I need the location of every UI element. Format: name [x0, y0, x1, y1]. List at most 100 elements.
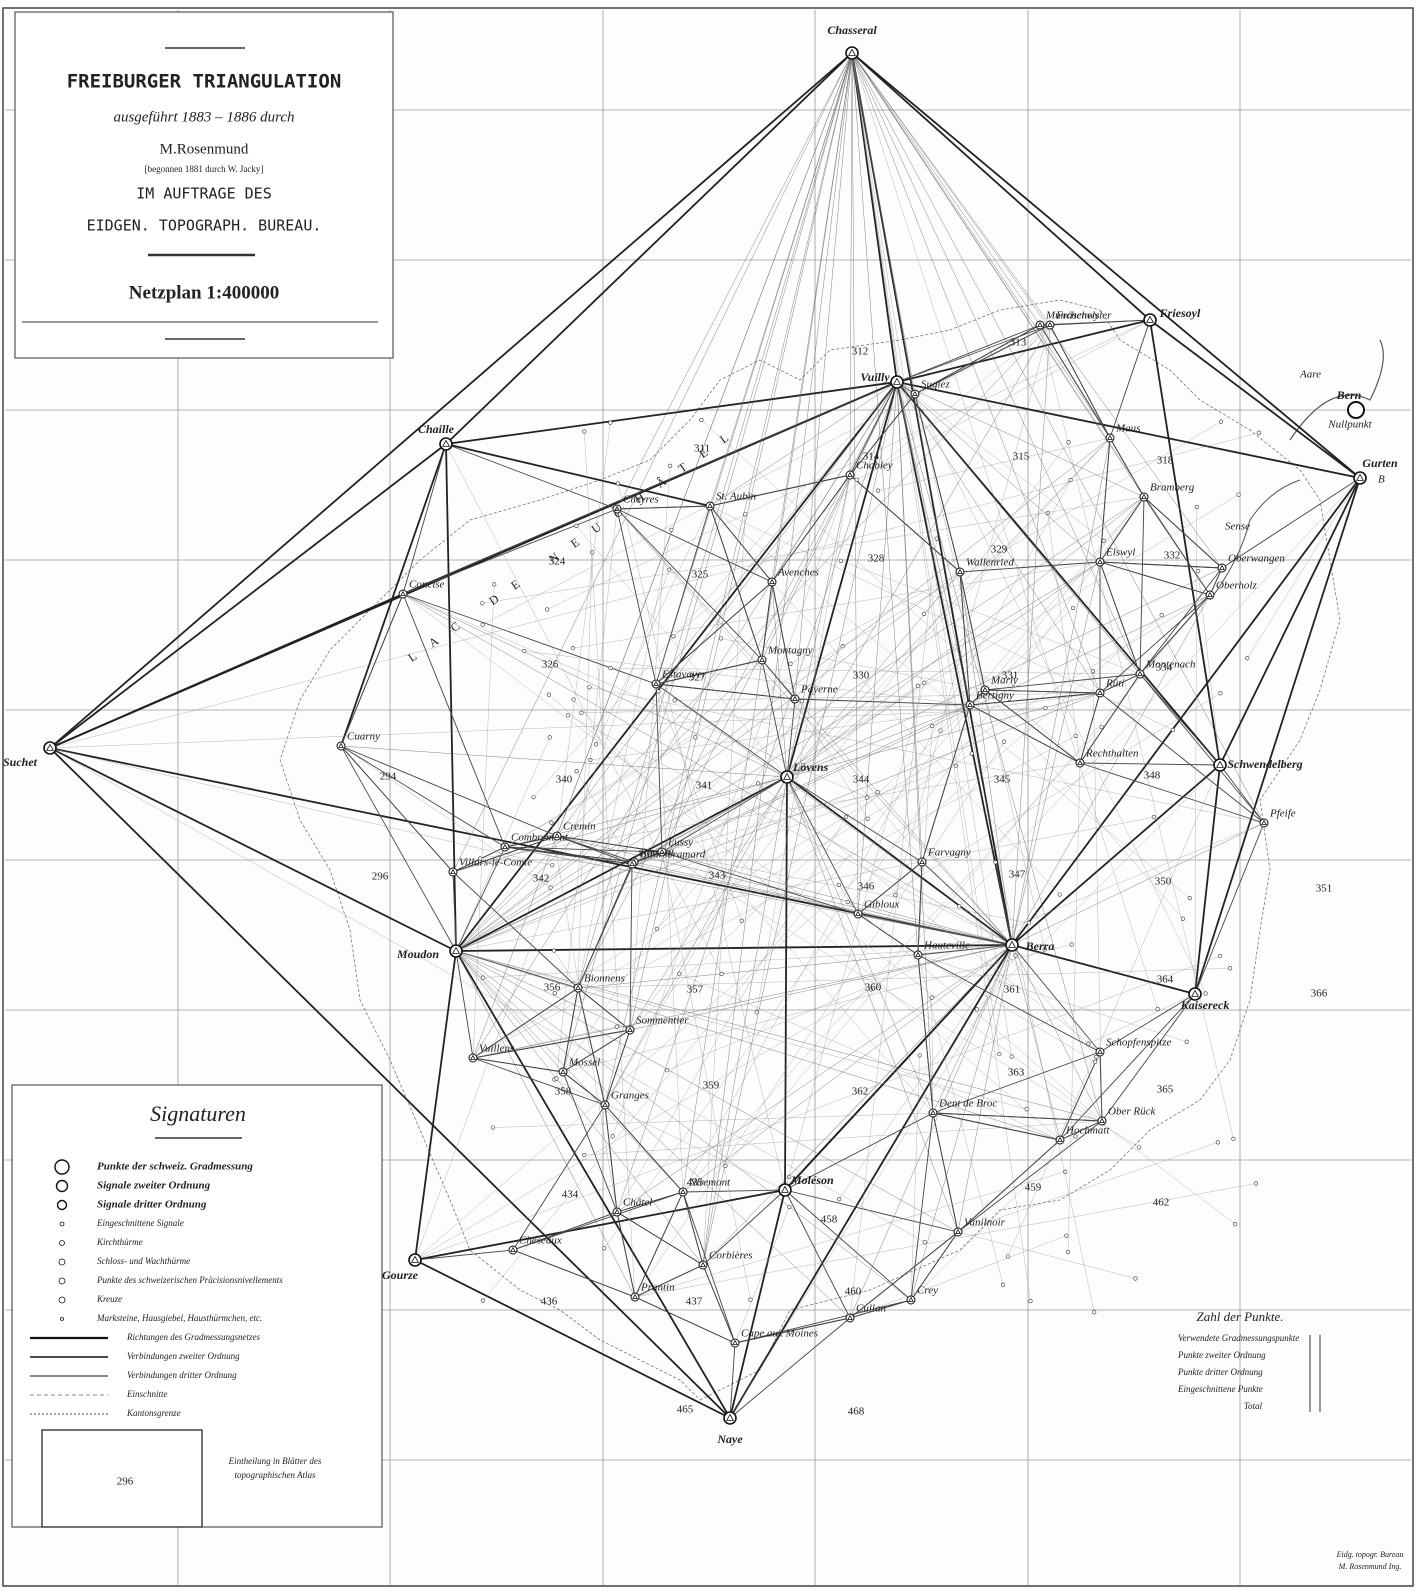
station-name: Hochmatt [1065, 1125, 1110, 1137]
sheet-number: 332 [1164, 550, 1181, 562]
minor-point [1254, 1182, 1258, 1186]
legend-symbol [61, 1318, 64, 1321]
station-name: Villars-le-Comte [459, 857, 532, 869]
minor-point [922, 681, 926, 685]
minor-point [1010, 1055, 1014, 1059]
legend-label: Einschnitte [126, 1389, 168, 1399]
credit: M. Rosenmund Ing. [1338, 1562, 1402, 1571]
minor-point [550, 863, 554, 867]
minor-point [1228, 966, 1232, 970]
minor-point [1160, 613, 1164, 617]
sheet-number: 360 [865, 982, 882, 994]
summary-row: Punkte dritter Ordnung [1177, 1367, 1263, 1377]
sheet-number: 346 [858, 881, 875, 893]
minor-point [866, 817, 870, 821]
station-name: Gurten [1362, 456, 1398, 470]
minor-point [615, 1025, 619, 1029]
station-name: Schopfenspitze [1106, 1037, 1171, 1049]
minor-point [1025, 1107, 1029, 1111]
commission: EIDGEN. TOPOGRAPH. BUREAU. [87, 217, 322, 235]
station-name: B [1378, 474, 1385, 486]
minor-point [572, 698, 576, 702]
minor-point [724, 1164, 728, 1168]
station-name: Montagny [767, 645, 813, 657]
sheet-number: 294 [380, 771, 397, 783]
minor-point [555, 1077, 559, 1081]
minor-point [916, 684, 920, 688]
station-name: Moudon [396, 947, 439, 961]
minor-point [1232, 1137, 1236, 1141]
sheet-number: 345 [994, 774, 1011, 786]
sheet-number: 460 [845, 1286, 862, 1298]
minor-point [590, 551, 594, 555]
minor-point [1156, 1007, 1160, 1011]
minor-point [720, 972, 724, 976]
minor-point [1091, 669, 1095, 673]
minor-point [582, 1153, 586, 1157]
sheet-number: 318 [1157, 455, 1174, 467]
sheet-number: 327 [689, 672, 706, 684]
minor-point [481, 1299, 485, 1303]
minor-point [1058, 893, 1062, 897]
station-name: Cheseaux [519, 1235, 562, 1247]
station-name: Wallenried [966, 557, 1014, 569]
sheet-number: 330 [853, 670, 870, 682]
station-name: Vuilly [860, 370, 890, 384]
minor-point [1137, 1146, 1141, 1150]
minor-point [1185, 1040, 1189, 1044]
minor-point [1233, 1222, 1237, 1226]
station-name: Fräschels [1055, 310, 1099, 322]
bern-symbol [1348, 402, 1364, 418]
sheet-number: 465 [677, 1404, 694, 1416]
minor-point [841, 644, 845, 648]
sheet-number: 351 [1316, 883, 1333, 895]
minor-point [532, 795, 536, 799]
sheet-number: 361 [1004, 984, 1021, 996]
station-name: Prantin [640, 1282, 675, 1294]
minor-point [609, 421, 613, 425]
station-name: Cullan [856, 1303, 886, 1315]
minor-point [694, 736, 698, 740]
minor-point [1195, 505, 1199, 509]
minor-point [894, 893, 898, 897]
legend-label: Eingeschnittene Signale [96, 1218, 184, 1228]
minor-point [549, 886, 553, 890]
station-name: Rüti [1105, 678, 1124, 690]
sheet-number: 462 [1153, 1197, 1170, 1209]
subtitle: ausgeführt 1883 – 1886 durch [113, 109, 294, 125]
legend-symbol [57, 1181, 68, 1192]
sheet-number: 435 [687, 1177, 704, 1189]
river-name: Aare [1299, 369, 1321, 381]
minor-point [1002, 740, 1006, 744]
station-name: Cremin [563, 821, 596, 833]
minor-point [756, 782, 760, 786]
legend-label: Signale dritter Ordnung [97, 1199, 207, 1211]
station-name: Moléson [790, 1173, 834, 1187]
minor-point [1219, 420, 1223, 424]
station-name: Chaille [418, 422, 455, 436]
sheet-example-number: 296 [117, 1476, 134, 1488]
minor-point [657, 690, 661, 694]
legend-label: Kreuze [96, 1294, 122, 1304]
station-name: Naye [716, 1432, 743, 1446]
minor-point [876, 489, 880, 493]
minor-point [846, 900, 850, 904]
minor-point [935, 537, 939, 541]
minor-point [994, 860, 998, 864]
summary-title: Zahl der Punkte. [1196, 1309, 1283, 1324]
legend-label: Punkte des schweizerischen Präcisionsniv… [96, 1275, 283, 1285]
legend-symbol [60, 1241, 65, 1246]
station-name: Elswyl [1105, 547, 1135, 559]
minor-point [1102, 539, 1106, 543]
station-name: Payerne [800, 684, 838, 696]
minor-point [545, 608, 549, 612]
minor-point [743, 512, 747, 516]
legend-label: Punkte der schweiz. Gradmessung [97, 1161, 253, 1173]
station-name: Mossel [568, 1057, 600, 1069]
station-name: Ober Rück [1108, 1106, 1156, 1118]
summary-row: Total [1244, 1401, 1263, 1411]
minor-point [918, 1054, 922, 1058]
station-name: Rechthalten [1085, 748, 1139, 760]
minor-point [939, 729, 943, 733]
sheet-number: 356 [544, 982, 561, 994]
